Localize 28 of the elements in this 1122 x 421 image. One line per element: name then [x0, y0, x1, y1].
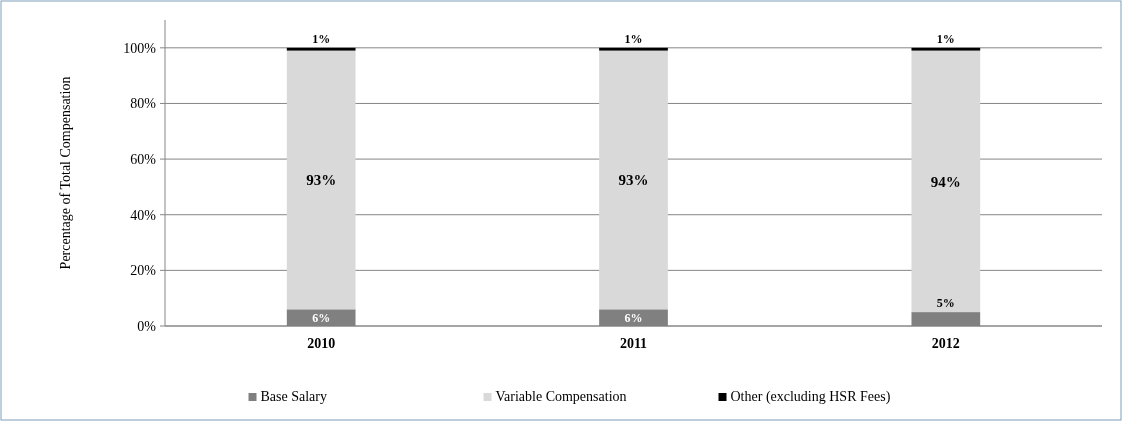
y-tick-label: 0% [137, 318, 157, 334]
data-label: 1% [312, 32, 331, 47]
data-label: 93% [618, 172, 649, 189]
legend-label: Other (excluding HSR Fees) [730, 389, 891, 405]
data-label: 5% [936, 296, 955, 311]
bar [599, 50, 668, 310]
data-label: 6% [312, 310, 331, 325]
data-label: 94% [930, 173, 961, 190]
bar [286, 50, 356, 310]
bar [911, 47, 981, 51]
y-tick-label: 60% [130, 151, 157, 167]
y-tick-label: 100% [123, 40, 157, 56]
bar [911, 50, 981, 313]
x-tick-label: 2011 [619, 336, 648, 351]
y-tick-label: 20% [130, 263, 157, 279]
bar [599, 47, 668, 51]
data-label: 1% [624, 32, 643, 47]
data-label: 6% [624, 310, 643, 325]
legend-label: Variable Compensation [495, 389, 627, 404]
y-tick-label: 80% [130, 96, 157, 112]
x-tick-label: 2012 [931, 336, 960, 351]
legend-label: Base Salary [260, 389, 327, 404]
bar [286, 47, 356, 51]
data-label: 93% [306, 172, 337, 189]
x-tick-label: 2010 [307, 336, 336, 351]
y-axis-title: Percentage of Total Compensation [58, 76, 73, 270]
y-tick-label: 40% [130, 207, 157, 223]
data-label: 1% [936, 32, 955, 47]
